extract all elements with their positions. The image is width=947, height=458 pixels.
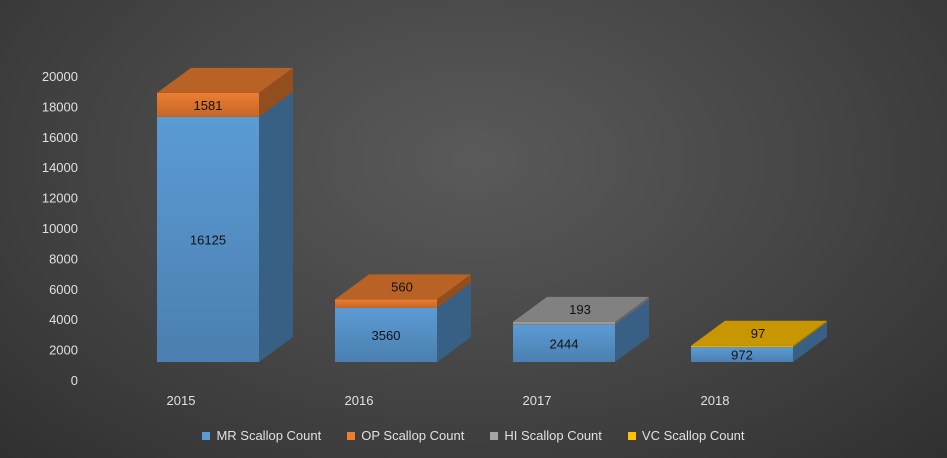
data-label: 16125 xyxy=(190,232,226,247)
legend-swatch-hi xyxy=(490,431,499,440)
bar-top-2016 xyxy=(335,274,471,300)
legend-label-hi: HI Scallop Count xyxy=(504,428,602,443)
bar-mr-2016 xyxy=(335,307,437,362)
data-label: 2444 xyxy=(550,336,579,351)
bar-hi-2017 xyxy=(513,321,615,325)
bar-vc-2018 xyxy=(691,345,793,348)
bar-mr-2018 xyxy=(691,347,793,362)
legend-item-op: OP Scallop Count xyxy=(347,428,464,443)
chart-legend: MR Scallop Count OP Scallop Count HI Sca… xyxy=(0,428,947,443)
bar-side-mr-2016 xyxy=(437,282,471,362)
legend-label-op: OP Scallop Count xyxy=(361,428,465,443)
bar-side-mr-2018 xyxy=(793,322,827,362)
x-tick-label: 2015 xyxy=(167,393,196,408)
data-label: 3560 xyxy=(372,328,401,343)
data-label: 560 xyxy=(391,279,413,294)
y-tick-label: 12000 xyxy=(42,191,78,206)
bar-side-vc-2018 xyxy=(793,320,827,348)
data-label: 1581 xyxy=(194,98,223,113)
bar-side-op-2015 xyxy=(259,67,293,117)
bar-top-2017 xyxy=(513,296,649,322)
y-tick-label: 10000 xyxy=(42,221,78,236)
y-tick-label: 4000 xyxy=(49,312,78,327)
legend-swatch-vc xyxy=(627,431,636,440)
legend-item-vc: VC Scallop Count xyxy=(627,428,745,443)
legend-label-mr: MR Scallop Count xyxy=(216,428,322,443)
y-tick-label: 20000 xyxy=(42,69,78,84)
data-label: 972 xyxy=(731,348,753,363)
legend-swatch-mr xyxy=(202,431,211,440)
chart-plot: 0 2000 4000 6000 8000 10000 12000 14000 16000 180… xyxy=(42,67,827,408)
y-tick-label: 18000 xyxy=(42,99,78,114)
data-label: 97 xyxy=(751,326,765,341)
bar-op-2015 xyxy=(157,92,259,117)
bar-side-mr-2017 xyxy=(615,299,649,362)
y-tick-label: 8000 xyxy=(49,251,78,266)
y-tick-label: 2000 xyxy=(49,343,78,358)
y-tick-label: 6000 xyxy=(49,282,78,297)
bar-side-mr-2015 xyxy=(259,91,293,363)
x-tick-label: 2017 xyxy=(523,393,552,408)
bar-mr-2015 xyxy=(157,116,259,363)
y-tick-label: 14000 xyxy=(42,160,78,175)
bar-top-2015 xyxy=(157,67,293,93)
bar-side-hi-2017 xyxy=(615,296,649,325)
legend-item-hi: HI Scallop Count xyxy=(490,428,602,443)
legend-swatch-op xyxy=(347,431,356,440)
x-tick-label: 2016 xyxy=(345,393,374,408)
y-tick-label: 0 xyxy=(71,373,78,388)
bar-top-2018 xyxy=(691,320,827,346)
legend-label-vc: VC Scallop Count xyxy=(641,428,745,443)
bar-mr-2017 xyxy=(513,324,615,362)
bar-op-2016 xyxy=(335,299,437,308)
legend-item-mr: MR Scallop Count xyxy=(202,428,321,443)
bar-side-op-2016 xyxy=(437,274,471,308)
data-label: 193 xyxy=(569,302,591,317)
y-tick-label: 16000 xyxy=(42,130,78,145)
x-tick-label: 2018 xyxy=(701,393,730,408)
